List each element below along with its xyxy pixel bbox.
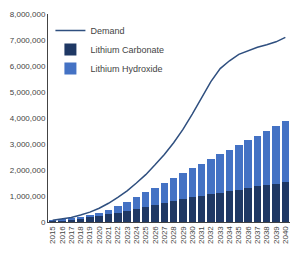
svg-text:Demand: Demand xyxy=(90,26,124,36)
svg-text:2040: 2040 xyxy=(281,226,290,244)
svg-text:2029: 2029 xyxy=(179,226,188,244)
svg-text:2028: 2028 xyxy=(169,226,178,244)
svg-text:2021: 2021 xyxy=(104,226,113,244)
svg-text:2018: 2018 xyxy=(76,226,85,244)
svg-text:2026: 2026 xyxy=(151,226,160,244)
svg-text:2017: 2017 xyxy=(67,226,76,244)
svg-text:2032: 2032 xyxy=(206,226,215,244)
svg-text:2027: 2027 xyxy=(160,226,169,244)
svg-text:2020: 2020 xyxy=(95,226,104,244)
svg-text:5,000,000: 5,000,000 xyxy=(10,88,46,97)
svg-text:2025: 2025 xyxy=(141,226,150,244)
svg-text:2030: 2030 xyxy=(188,226,197,244)
svg-text:2016: 2016 xyxy=(58,226,67,244)
svg-text:2023: 2023 xyxy=(123,226,132,244)
svg-text:8,000,000: 8,000,000 xyxy=(10,10,46,19)
svg-text:2033: 2033 xyxy=(216,226,225,244)
svg-text:2037: 2037 xyxy=(253,226,262,244)
svg-text:2039: 2039 xyxy=(272,226,281,244)
svg-text:2031: 2031 xyxy=(197,226,206,244)
svg-text:2015: 2015 xyxy=(48,226,57,244)
svg-text:2024: 2024 xyxy=(132,226,141,244)
svg-text:2035: 2035 xyxy=(234,226,243,244)
svg-text:2036: 2036 xyxy=(244,226,253,244)
svg-text:7,000,000: 7,000,000 xyxy=(10,36,46,45)
svg-text:2034: 2034 xyxy=(225,226,234,244)
svg-text:Lithium Hydroxide: Lithium Hydroxide xyxy=(90,64,162,74)
svg-text:0: 0 xyxy=(41,218,46,227)
svg-text:4,000,000: 4,000,000 xyxy=(10,114,46,123)
svg-text:2,000,000: 2,000,000 xyxy=(10,166,46,175)
svg-text:2022: 2022 xyxy=(113,226,122,244)
svg-text:6,000,000: 6,000,000 xyxy=(10,62,46,71)
svg-text:2019: 2019 xyxy=(85,226,94,244)
svg-text:2038: 2038 xyxy=(262,226,271,244)
svg-text:3,000,000: 3,000,000 xyxy=(10,140,46,149)
svg-text:Lithium Carbonate: Lithium Carbonate xyxy=(90,45,164,55)
svg-text:1,000,000: 1,000,000 xyxy=(10,192,46,201)
